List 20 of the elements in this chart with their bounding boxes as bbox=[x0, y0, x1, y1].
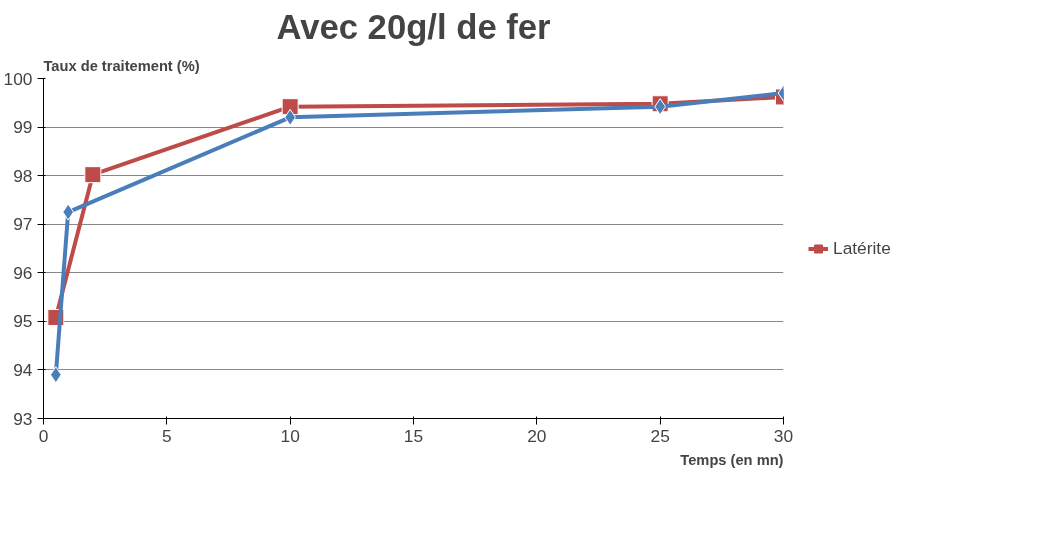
y-tick-label: 98 bbox=[13, 165, 33, 186]
y-tick-label: 93 bbox=[13, 408, 33, 429]
x-tick-label: 5 bbox=[162, 425, 172, 446]
x-axis-title: Temps (en mn) bbox=[680, 451, 784, 468]
legend-label: Latérite bbox=[833, 237, 891, 259]
y-tick-label: 95 bbox=[13, 311, 33, 332]
y-tick-label: 97 bbox=[13, 214, 33, 235]
y-axis-title: Taux de traitement (%) bbox=[43, 57, 200, 74]
x-tick-label: 20 bbox=[527, 425, 547, 446]
x-tick-label: 25 bbox=[650, 425, 670, 446]
y-tick-label: 99 bbox=[13, 117, 33, 138]
y-tick-label: 96 bbox=[13, 262, 33, 283]
x-tick-label: 0 bbox=[38, 425, 49, 446]
chart-title: Avec 20g/l de fer bbox=[276, 7, 551, 46]
x-tick-label: 15 bbox=[403, 425, 424, 446]
x-tick-label: 10 bbox=[280, 425, 300, 446]
y-tick-label: 100 bbox=[3, 68, 33, 89]
y-tick-label: 94 bbox=[13, 359, 33, 380]
x-tick-label: 30 bbox=[773, 425, 794, 446]
point bbox=[84, 166, 102, 184]
